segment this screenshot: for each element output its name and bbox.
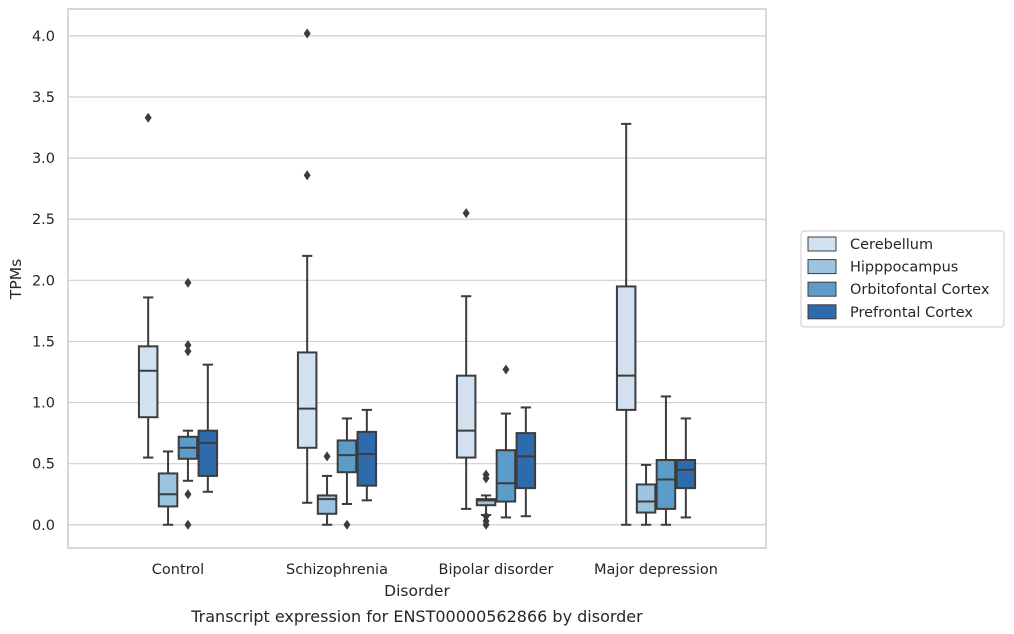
legend-swatch bbox=[807, 281, 837, 297]
legend-swatch bbox=[807, 259, 837, 275]
outlier-marker bbox=[502, 364, 510, 375]
x-tick-label: Control bbox=[152, 562, 204, 578]
box bbox=[515, 432, 537, 490]
legend-label: Orbitofontal Cortex bbox=[850, 282, 990, 298]
box-plot bbox=[615, 122, 637, 526]
box-plot bbox=[336, 417, 358, 530]
series-prefrontal-cortex bbox=[197, 363, 697, 519]
y-tick-label: 4.0 bbox=[32, 29, 55, 45]
outlier-marker bbox=[184, 519, 192, 530]
legend-label: Prefrontal Cortex bbox=[850, 305, 973, 321]
x-axis-title: Disorder bbox=[384, 582, 450, 600]
box bbox=[655, 459, 677, 510]
outlier-marker bbox=[482, 469, 490, 480]
box bbox=[495, 449, 517, 503]
y-tick-label: 1.0 bbox=[32, 396, 55, 412]
legend: Cerebellum Hipppocampus Orbitofontal Corte… bbox=[800, 230, 1005, 328]
y-tick-label: 2.5 bbox=[32, 212, 55, 228]
x-tick-label: Bipolar disorder bbox=[439, 562, 554, 578]
outlier-marker bbox=[184, 277, 192, 288]
y-axis-title: TPMs bbox=[7, 259, 25, 300]
legend-label: Hipppocampus bbox=[850, 260, 958, 276]
box-plot bbox=[316, 451, 338, 526]
legend-items: Cerebellum Hipppocampus Orbitofontal Corte… bbox=[807, 236, 990, 321]
box-plot bbox=[455, 208, 477, 510]
box-plot bbox=[137, 112, 159, 459]
legend-frame bbox=[800, 230, 1005, 328]
boxplot-series bbox=[137, 28, 697, 530]
plot-frame bbox=[67, 8, 767, 549]
outlier-marker bbox=[184, 340, 192, 351]
box bbox=[336, 439, 358, 474]
box bbox=[197, 429, 219, 477]
outlier-marker bbox=[184, 489, 192, 500]
box-plot bbox=[296, 28, 318, 504]
y-tick-label: 3.5 bbox=[32, 90, 55, 106]
box bbox=[635, 483, 657, 514]
box bbox=[475, 498, 497, 507]
outlier-marker bbox=[184, 346, 192, 357]
x-tick-labels: Control Schizophrenia Bipolar disorder Majo… bbox=[152, 562, 718, 578]
box-plot bbox=[356, 408, 378, 502]
outlier-marker bbox=[462, 208, 470, 219]
x-tick-label: Schizophrenia bbox=[286, 562, 388, 578]
box-plot bbox=[475, 469, 497, 530]
outlier-marker bbox=[482, 511, 490, 522]
y-tick-label: 3.0 bbox=[32, 151, 55, 167]
outlier-marker bbox=[303, 28, 311, 39]
box bbox=[455, 374, 477, 459]
series-hipppocampus bbox=[157, 450, 657, 530]
legend-swatch bbox=[807, 236, 837, 252]
box bbox=[615, 285, 637, 411]
outlier-marker bbox=[144, 112, 152, 123]
outlier-marker bbox=[343, 519, 351, 530]
box bbox=[157, 472, 179, 508]
box bbox=[296, 351, 318, 449]
grid-lines bbox=[68, 35, 766, 526]
y-tick-label: 0.0 bbox=[32, 518, 55, 534]
figure-caption: Transcript expression for ENST0000056286… bbox=[190, 607, 643, 626]
y-tick-label: 1.5 bbox=[32, 334, 55, 350]
y-tick-label: 0.5 bbox=[32, 457, 55, 473]
y-tick-label: 2.0 bbox=[32, 273, 55, 289]
box-plot bbox=[177, 277, 199, 530]
box-plot bbox=[655, 395, 677, 526]
series-orbitofontal-cortex bbox=[177, 277, 677, 530]
box-plot bbox=[635, 463, 657, 526]
outlier-marker bbox=[323, 451, 331, 462]
box-plot bbox=[197, 363, 219, 493]
x-tick-label: Major depression bbox=[594, 562, 718, 578]
box bbox=[356, 430, 378, 487]
y-tick-labels: 0.0 0.5 1.0 1.5 2.0 2.5 3.0 3.5 4.0 bbox=[32, 29, 55, 534]
box-plot bbox=[675, 417, 697, 519]
box bbox=[137, 345, 159, 419]
box bbox=[675, 459, 697, 490]
box-plot bbox=[495, 364, 517, 519]
outlier-marker bbox=[303, 170, 311, 181]
series-cerebellum bbox=[137, 28, 637, 526]
box-plot bbox=[515, 406, 537, 518]
legend-label: Cerebellum bbox=[850, 237, 933, 253]
legend-swatch bbox=[807, 304, 837, 320]
box-plot bbox=[157, 450, 179, 526]
